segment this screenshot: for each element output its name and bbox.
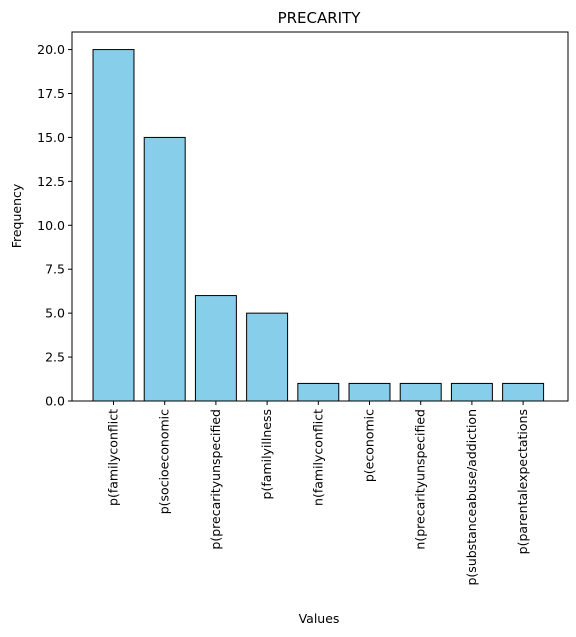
x-tick-label: n(precarityunspecified [413, 409, 428, 550]
y-tick-label: 2.5 [45, 350, 65, 365]
bar [450, 382, 493, 402]
y-tick-label: 0.0 [45, 394, 65, 409]
bars-group [92, 49, 545, 402]
x-tick-label: p(substanceabuse/addiction [464, 409, 479, 586]
x-tick-label: p(familyillness [259, 409, 274, 499]
bar [399, 382, 442, 402]
x-tick-label: p(socioeconomic [157, 409, 172, 514]
x-tick-label: p(parentalexpectations [515, 409, 530, 554]
bar [502, 382, 545, 402]
x-axis-ticks: p(familyconflict p(socioeconomic p(precari… [106, 401, 530, 586]
x-tick-label: p(economic [362, 409, 377, 482]
bar [348, 382, 391, 402]
y-tick-label: 7.5 [45, 262, 65, 277]
bar [194, 295, 237, 402]
y-axis-label: Frequency [9, 183, 24, 248]
y-tick-label: 20.0 [37, 42, 65, 57]
x-tick-label: p(familyconflict [106, 409, 121, 506]
x-tick-label: p(precarityunspecified [208, 409, 223, 550]
bar [143, 136, 186, 402]
plot-area-frame [71, 31, 569, 402]
y-tick-label: 17.5 [37, 86, 65, 101]
y-axis-ticks: 0.0 2.5 5.0 7.5 10.0 12.5 15.0 17.5 20.0 [37, 42, 72, 409]
bar [92, 49, 135, 402]
bar [246, 312, 289, 402]
chart-title: PRECARITY [278, 9, 362, 27]
x-tick-label: n(familyconflict [310, 409, 325, 506]
x-axis-label: Values [299, 611, 340, 626]
bar [297, 382, 340, 402]
y-tick-label: 12.5 [37, 174, 65, 189]
y-tick-label: 15.0 [37, 130, 65, 145]
y-tick-label: 10.0 [37, 218, 65, 233]
y-tick-label: 5.0 [45, 306, 65, 321]
